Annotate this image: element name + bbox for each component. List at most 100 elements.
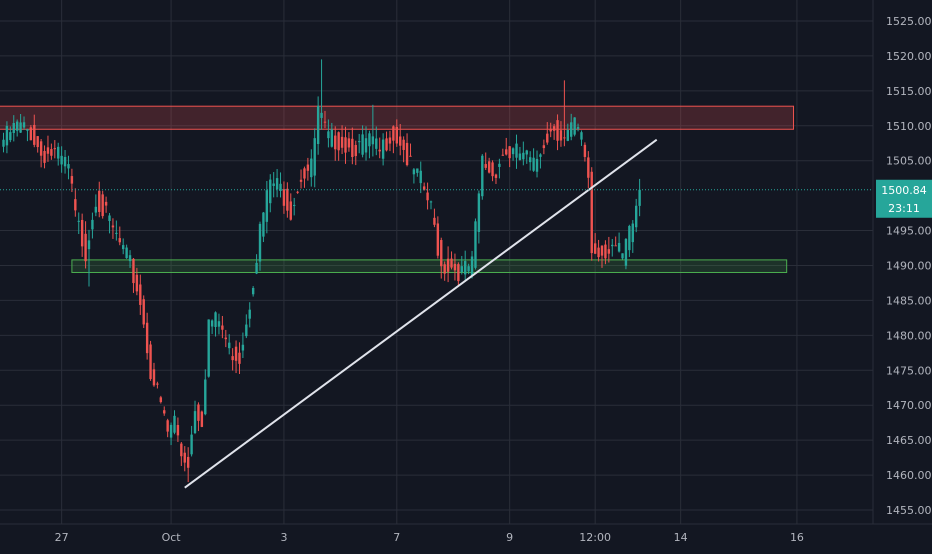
candle-body	[316, 105, 320, 145]
candle-body	[43, 151, 46, 163]
price-tick-label: 1465.00	[886, 434, 932, 447]
candle-body	[234, 346, 238, 361]
candle-body	[621, 253, 624, 259]
candle-body	[262, 212, 265, 237]
candle-body	[210, 320, 214, 327]
candle-body	[2, 139, 5, 147]
candle-body	[36, 136, 39, 148]
candle-body	[104, 201, 108, 206]
candle-body	[552, 126, 556, 131]
candle-body	[368, 133, 371, 147]
price-tick-label: 1505.00	[886, 155, 932, 168]
candle-body	[135, 274, 139, 292]
chart-overlays	[0, 138, 873, 489]
candle-body	[67, 164, 70, 169]
candle-body	[269, 179, 272, 204]
time-tick-label: 12:00	[579, 531, 611, 544]
candle-body	[193, 411, 197, 434]
price-axis-bg	[873, 0, 932, 524]
candle-body	[487, 161, 491, 173]
candle-body	[357, 141, 361, 143]
candle-body	[624, 239, 628, 266]
candle-body	[15, 121, 19, 131]
candle-body	[142, 299, 145, 325]
candle-body	[453, 263, 457, 271]
candle-body	[460, 266, 463, 273]
candle-body	[426, 192, 429, 201]
candle-body	[272, 183, 275, 186]
candle-body	[190, 434, 193, 455]
candle-body	[381, 139, 385, 159]
candle-body	[70, 176, 74, 184]
support-zone	[71, 259, 788, 273]
candle-body	[549, 128, 552, 132]
candle-body	[19, 122, 22, 133]
candle-body	[337, 132, 340, 151]
candle-body	[197, 404, 200, 421]
time-axis-ticks: 27 Oct 3 7 9 12:00 14 16	[55, 531, 804, 544]
candle-body	[258, 223, 262, 262]
candle-body	[604, 244, 607, 259]
time-tick-label: 3	[280, 531, 287, 544]
candle-body	[94, 206, 98, 213]
candle-body	[53, 148, 56, 150]
candle-body	[450, 258, 453, 268]
time-axis[interactable]: 27 Oct 3 7 9 12:00 14 16	[0, 523, 932, 550]
candle-body	[556, 120, 559, 141]
candle-body	[593, 243, 597, 254]
time-tick-label: 16	[790, 531, 804, 544]
candle-body	[515, 143, 518, 158]
candle-body	[275, 178, 279, 190]
candle-body	[597, 247, 600, 258]
candle-body	[402, 139, 405, 150]
price-tick-label: 1515.00	[886, 85, 932, 98]
candle-body	[399, 136, 402, 146]
candle-body	[84, 233, 87, 262]
candle-body	[74, 199, 77, 211]
price-tick-label: 1460.00	[886, 469, 932, 482]
time-tick-label: Oct	[162, 531, 182, 544]
candle-body	[354, 144, 357, 157]
candle-body	[566, 130, 569, 141]
candle-body	[501, 154, 505, 156]
candle-body	[429, 201, 433, 203]
candle-body	[98, 190, 101, 212]
candle-body	[152, 369, 156, 386]
candle-body	[327, 131, 330, 139]
candle-body	[310, 158, 313, 178]
price-tick-label: 1470.00	[886, 399, 932, 412]
price-tick-label: 1510.00	[886, 120, 932, 133]
candle-body	[77, 220, 80, 222]
candle-body	[101, 194, 104, 217]
candle-body	[231, 356, 234, 361]
candle-body	[477, 193, 481, 232]
candle-body	[108, 215, 111, 222]
candle-body	[481, 155, 484, 197]
candle-body	[251, 287, 255, 295]
candle-body	[419, 170, 422, 184]
candle-body	[395, 126, 398, 144]
candle-body	[289, 201, 292, 220]
candle-body	[392, 126, 395, 141]
candle-body	[125, 247, 128, 259]
last-price-marker: 1500.84 23:11	[876, 179, 932, 218]
candle-body	[340, 136, 344, 148]
candle-body	[347, 138, 351, 148]
last-price-box	[876, 179, 932, 218]
candle-body	[494, 174, 498, 178]
candle-body	[286, 188, 289, 211]
candle-body	[156, 383, 159, 385]
candle-body	[617, 242, 621, 252]
candle-body	[484, 164, 487, 168]
candle-body	[535, 158, 539, 172]
countdown-label: 23:11	[888, 202, 920, 215]
candle-body	[186, 456, 190, 468]
candle-body	[26, 129, 29, 131]
candle-body	[241, 344, 245, 351]
time-axis-bg	[0, 524, 932, 550]
price-axis[interactable]: 1525.00 1520.00 1515.00 1510.00 1505.00 1495.…	[872, 0, 932, 524]
candle-body	[163, 410, 166, 414]
price-tick-label: 1480.00	[886, 329, 932, 342]
